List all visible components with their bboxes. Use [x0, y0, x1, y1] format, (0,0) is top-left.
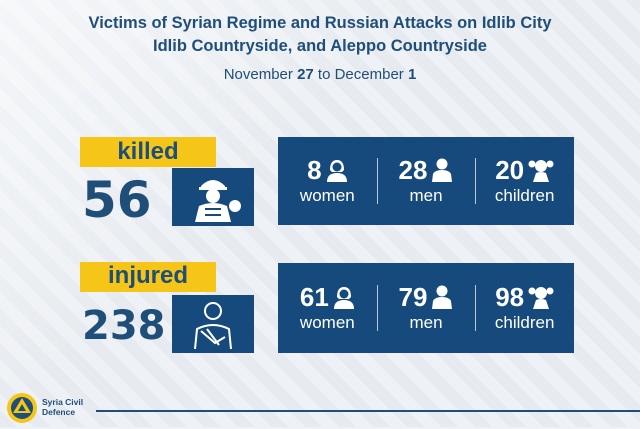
killed-women-count: 8 — [307, 155, 322, 185]
woman-icon — [333, 287, 354, 309]
woman-icon — [326, 160, 347, 182]
rescuer-icon — [172, 168, 254, 226]
killed-men: 28 men — [376, 155, 476, 206]
date-mid: to December — [317, 66, 404, 83]
killed-children: 20 children — [475, 156, 574, 206]
injured-children-count: 98 — [495, 282, 525, 312]
org-line-1: Syria Civil — [42, 397, 84, 407]
killed-men-label: men — [409, 186, 443, 205]
man-icon — [432, 285, 453, 309]
injured-children: 98 children — [475, 283, 574, 333]
date-start: 27 — [297, 66, 314, 83]
org-name: Syria Civil Defence — [42, 397, 83, 417]
injured-children-label: children — [494, 313, 555, 332]
killed-total: 56 — [82, 171, 152, 229]
injured-person-icon — [172, 295, 254, 353]
date-range: November 27 to December 1 — [0, 66, 640, 83]
killed-tag: killed — [80, 137, 216, 167]
killed-women-label: women — [299, 186, 355, 205]
injured-women-count: 61 — [299, 282, 329, 312]
injured-breakdown-panel: 61 women 79 men 98 — [278, 263, 574, 353]
killed-children-label: children — [494, 186, 555, 205]
date-end: 1 — [407, 66, 417, 83]
injured-men-count: 79 — [398, 282, 428, 312]
date-prefix: November — [223, 66, 293, 83]
killed-children-count: 20 — [495, 155, 525, 185]
org-line-2: Defence — [42, 407, 76, 417]
injured-total: 238 — [82, 303, 166, 349]
title-line-2: Idlib Countryside, and Aleppo Countrysid… — [153, 37, 487, 55]
injured-tag: injured — [80, 262, 216, 292]
child-icon — [528, 287, 554, 309]
injured-women-label: women — [299, 313, 355, 332]
injured-women: 61 women — [278, 283, 377, 333]
syria-civil-defence-logo — [6, 392, 38, 424]
killed-breakdown-panel: 8 women 28 men 20 — [278, 137, 574, 225]
child-icon — [528, 160, 554, 182]
killed-women: 8 women — [278, 156, 377, 206]
title-line-1: Victims of Syrian Regime and Russian Att… — [88, 14, 552, 32]
injured-men: 79 men — [376, 282, 476, 333]
killed-men-count: 28 — [398, 155, 428, 185]
footer-divider — [96, 410, 640, 412]
man-icon — [432, 158, 453, 182]
page-title: Victims of Syrian Regime and Russian Att… — [0, 12, 640, 58]
injured-men-label: men — [409, 313, 443, 332]
